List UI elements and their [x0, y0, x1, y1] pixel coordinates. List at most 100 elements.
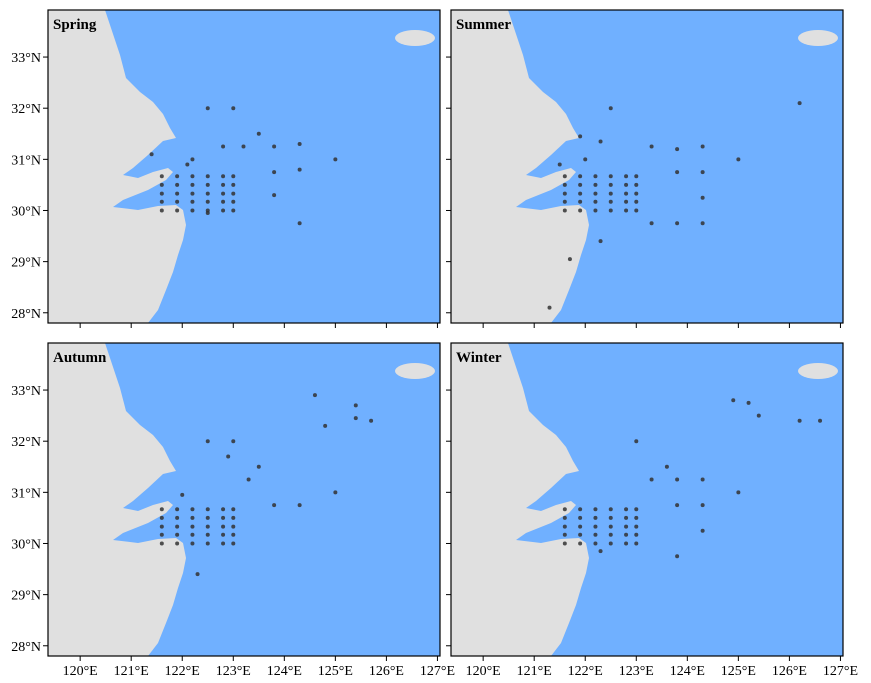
station — [608, 208, 613, 213]
station — [312, 393, 317, 398]
station — [675, 221, 680, 226]
station — [562, 541, 567, 546]
station — [297, 221, 302, 226]
panel: Summer — [446, 9, 844, 328]
station — [624, 507, 629, 512]
station — [634, 532, 639, 537]
station — [562, 507, 567, 512]
station — [634, 507, 639, 512]
station — [634, 208, 639, 213]
station — [700, 503, 705, 508]
station — [221, 199, 226, 204]
station — [608, 199, 613, 204]
basemap — [451, 343, 843, 656]
x-tick-label: 123°E — [216, 664, 251, 679]
station — [608, 532, 613, 537]
station — [175, 541, 180, 546]
panel-frame — [450, 9, 844, 324]
y-tick-label: 32°N — [11, 435, 41, 450]
panel-title: Winter — [456, 350, 502, 366]
station — [256, 131, 261, 136]
station — [159, 507, 164, 512]
station — [578, 199, 583, 204]
station — [205, 515, 210, 520]
station — [231, 515, 236, 520]
panel: Spring 28°N 29°N 30°N 31°N 32°N 33°N — [11, 9, 441, 328]
x-tick-label: 124°E — [670, 664, 705, 679]
station — [593, 174, 598, 179]
station — [608, 182, 613, 187]
station — [818, 418, 823, 423]
station — [598, 139, 603, 144]
station — [562, 524, 567, 529]
panel-frame — [450, 342, 844, 657]
station — [593, 507, 598, 512]
station — [634, 182, 639, 187]
station — [175, 208, 180, 213]
station — [221, 532, 226, 537]
station — [195, 572, 200, 577]
x-tick-label: 122°E — [568, 664, 603, 679]
station — [634, 191, 639, 196]
station — [562, 515, 567, 520]
station — [675, 503, 680, 508]
x-tick-label: 127°E — [420, 664, 455, 679]
panel-frame — [47, 9, 441, 324]
y-tick-label: 29°N — [11, 589, 41, 604]
station — [205, 524, 210, 529]
station — [593, 199, 598, 204]
station — [562, 182, 567, 187]
station — [221, 208, 226, 213]
station — [190, 541, 195, 546]
station — [333, 157, 338, 162]
station — [231, 191, 236, 196]
station — [700, 144, 705, 149]
station — [221, 191, 226, 196]
station — [205, 439, 210, 444]
station — [578, 532, 583, 537]
station — [221, 524, 226, 529]
station — [175, 182, 180, 187]
panel-frame — [47, 342, 441, 657]
station — [272, 503, 277, 508]
station — [297, 503, 302, 508]
station — [353, 416, 358, 421]
panel-title: Autumn — [53, 350, 107, 366]
stations — [159, 393, 374, 577]
station — [175, 524, 180, 529]
station — [231, 507, 236, 512]
station — [159, 174, 164, 179]
y-tick-label: 30°N — [11, 537, 41, 552]
station — [241, 144, 246, 149]
station — [205, 211, 210, 216]
station — [297, 167, 302, 172]
station — [175, 174, 180, 179]
station — [175, 532, 180, 537]
station — [664, 464, 669, 469]
station — [190, 515, 195, 520]
station — [736, 490, 741, 495]
station — [333, 490, 338, 495]
y-tick-label: 28°N — [11, 307, 41, 322]
station — [608, 541, 613, 546]
station — [624, 199, 629, 204]
station — [578, 174, 583, 179]
station — [578, 524, 583, 529]
station — [608, 191, 613, 196]
station — [562, 191, 567, 196]
x-tick-label: 120°E — [466, 664, 501, 679]
x-tick-label: 126°E — [772, 664, 807, 679]
station — [272, 144, 277, 149]
station — [634, 174, 639, 179]
x-tick-label: 121°E — [114, 664, 149, 679]
station — [369, 418, 374, 423]
station — [221, 515, 226, 520]
station — [593, 541, 598, 546]
station — [624, 174, 629, 179]
station — [221, 144, 226, 149]
station — [567, 257, 572, 262]
x-tick-label: 120°E — [63, 664, 98, 679]
station — [634, 199, 639, 204]
station — [608, 507, 613, 512]
